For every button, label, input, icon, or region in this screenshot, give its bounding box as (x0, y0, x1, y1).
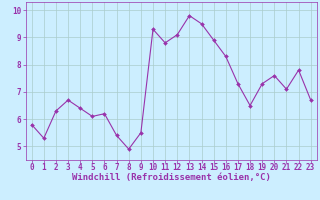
X-axis label: Windchill (Refroidissement éolien,°C): Windchill (Refroidissement éolien,°C) (72, 173, 271, 182)
